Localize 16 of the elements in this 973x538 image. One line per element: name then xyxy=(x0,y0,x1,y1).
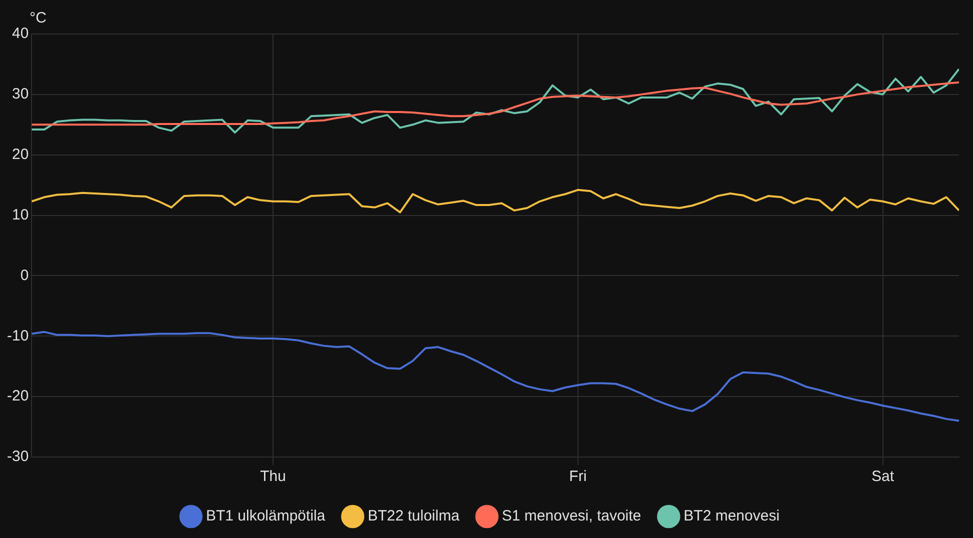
y-tick-label: 20 xyxy=(12,146,29,163)
x-tick-label: Thu xyxy=(260,468,286,486)
legend-label: BT2 menovesi xyxy=(684,508,780,525)
y-tick-label: 10 xyxy=(12,206,29,224)
legend-label: S1 menovesi, tavoite xyxy=(502,508,642,525)
x-tick-label: Fri xyxy=(569,468,587,486)
y-tick-label: 0 xyxy=(20,266,29,284)
y-tick-label: -10 xyxy=(6,327,29,344)
legend-label: BT22 tuloilma xyxy=(368,508,460,525)
y-tick-label: 30 xyxy=(12,86,29,103)
legend-label: BT1 ulkolämpötila xyxy=(206,508,326,525)
x-tick-label: Sat xyxy=(872,468,895,486)
y-tick-label: -30 xyxy=(6,448,29,466)
y-axis-title: °C xyxy=(30,10,47,27)
y-tick-label: -20 xyxy=(6,388,29,405)
y-tick-label: 40 xyxy=(12,25,29,42)
